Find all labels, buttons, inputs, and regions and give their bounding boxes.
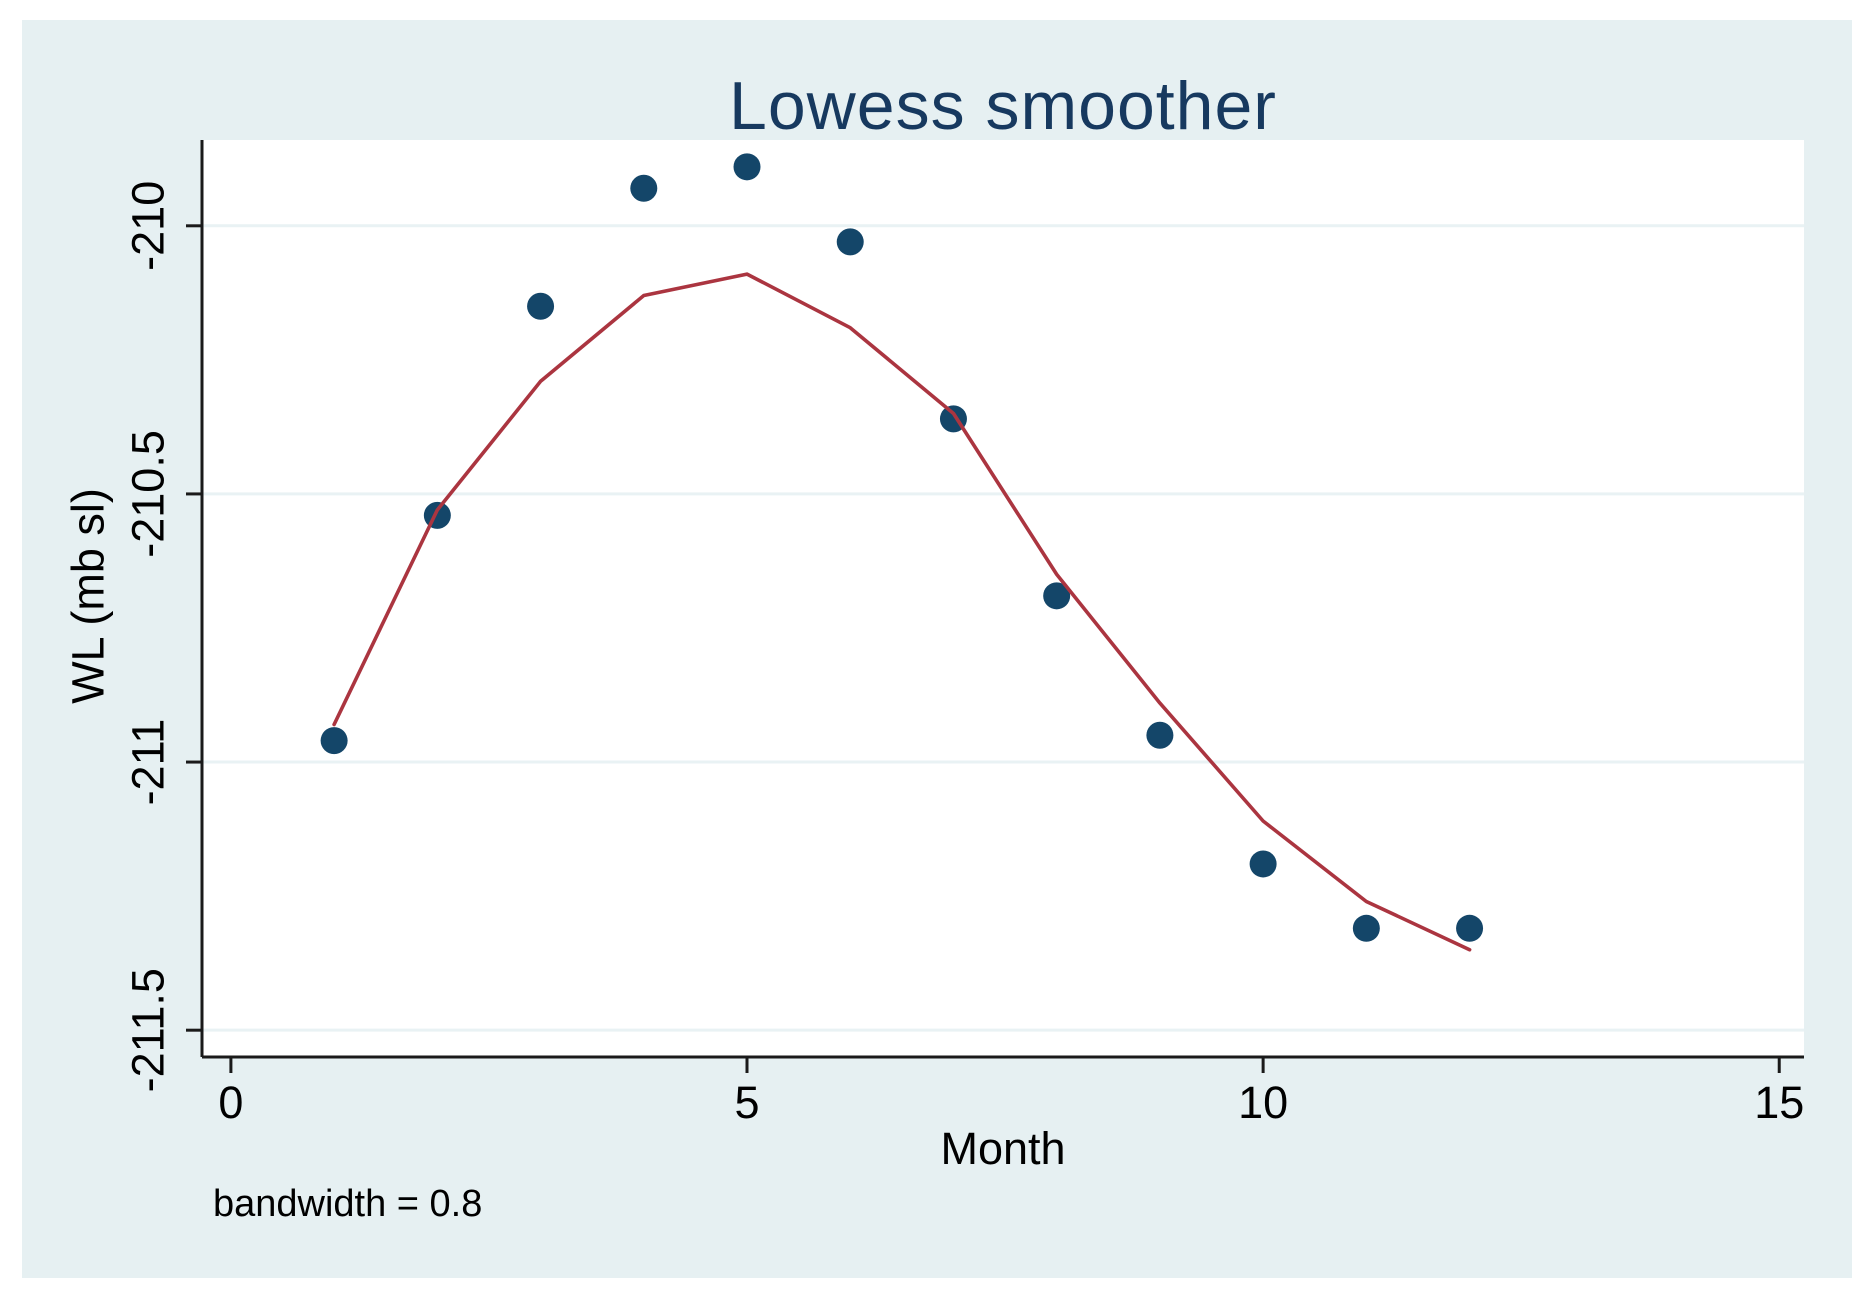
lowess-line xyxy=(332,272,1472,952)
y-tick-label: -211 xyxy=(123,719,174,806)
y-tick-label: -210.5 xyxy=(123,430,174,558)
x-tick-label: 15 xyxy=(1754,1077,1804,1128)
scatter-point xyxy=(1146,721,1174,749)
chart-title: Lowess smoother xyxy=(729,68,1277,144)
y-tick-label: -211.5 xyxy=(123,968,174,1092)
scatter-point xyxy=(527,292,555,320)
scatter-point xyxy=(836,228,864,256)
x-axis-title: Month xyxy=(940,1123,1066,1174)
scatter-point xyxy=(733,153,761,181)
x-tick-label: 0 xyxy=(218,1077,243,1128)
scatter-point xyxy=(1352,914,1380,942)
x-tick-label: 10 xyxy=(1238,1077,1288,1128)
bandwidth-note: bandwidth = 0.8 xyxy=(213,1183,483,1225)
scatter-point xyxy=(320,727,348,755)
y-tick-label: -210 xyxy=(123,181,174,271)
scatter-point xyxy=(1456,914,1484,942)
scatter-point xyxy=(1043,582,1071,610)
scatter-point xyxy=(630,174,658,202)
plot-area xyxy=(202,140,1804,1057)
x-tick-label: 5 xyxy=(734,1077,759,1128)
scatter-point xyxy=(423,501,451,529)
y-axis-title: WL (mb sl) xyxy=(62,488,114,704)
scatter-point xyxy=(1249,850,1277,878)
